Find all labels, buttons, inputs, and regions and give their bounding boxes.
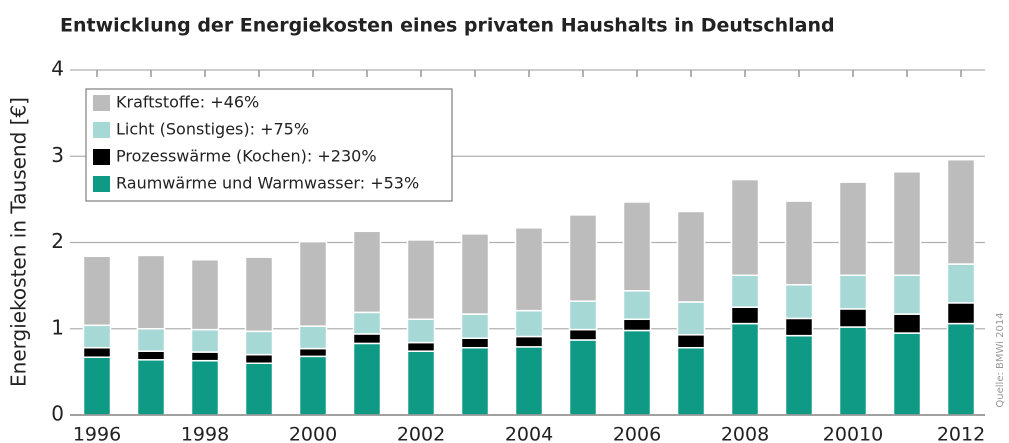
- bar-segment: [784, 317, 814, 337]
- bar-segment: [838, 308, 868, 328]
- legend-swatch: [93, 176, 110, 192]
- legend-label: Prozesswärme (Kochen): +230%: [116, 147, 377, 166]
- bar-segment: [352, 342, 382, 416]
- bar-segment: [136, 254, 166, 330]
- legend-label: Kraftstoffe: +46%: [116, 93, 259, 112]
- y-tick-label: 1: [51, 315, 64, 339]
- bar-segment: [946, 158, 976, 265]
- legend-box: [85, 88, 453, 202]
- bar-segment: [838, 181, 868, 277]
- bar-segment: [676, 334, 706, 349]
- bar-segment: [676, 301, 706, 336]
- bar-segment: [460, 313, 490, 339]
- bar-segment: [622, 329, 652, 416]
- bar-segment: [676, 346, 706, 416]
- bar-segment: [406, 341, 436, 352]
- bar-segment: [136, 328, 166, 352]
- x-tick-label: 2000: [289, 424, 337, 443]
- bar-segment: [568, 300, 598, 331]
- bar-segment: [352, 230, 382, 314]
- bar-segment: [352, 333, 382, 345]
- x-tick-label: 2012: [937, 424, 985, 443]
- bar-segment: [568, 339, 598, 416]
- legend-label: Licht (Sonstiges): +75%: [116, 120, 309, 139]
- bar-segment: [568, 214, 598, 302]
- bar-segment: [298, 355, 328, 416]
- bar-segment: [730, 274, 760, 308]
- bar-segment: [298, 347, 328, 358]
- bar-segment: [406, 350, 436, 416]
- bar-segment: [406, 239, 436, 321]
- chart-title: Entwicklung der Energiekosten eines priv…: [60, 15, 835, 37]
- bar-segment: [190, 351, 220, 362]
- bar-segment: [136, 359, 166, 416]
- y-tick-label: 0: [51, 402, 64, 426]
- x-tick-label: 1998: [181, 424, 229, 443]
- bar-segment: [352, 311, 382, 335]
- bar-segment: [514, 335, 544, 348]
- legend-swatch: [93, 95, 110, 111]
- bar-segment: [460, 346, 490, 416]
- bar-segment: [946, 322, 976, 416]
- bar-segment: [892, 274, 922, 315]
- bar-segment: [406, 318, 436, 344]
- x-tick-label: 2008: [721, 424, 769, 443]
- y-axis-label: Energiekosten in Tausend [€]: [7, 97, 31, 387]
- bar-segment: [460, 337, 490, 349]
- legend-swatch: [93, 149, 110, 165]
- bar-segment: [784, 334, 814, 416]
- x-tick-label: 20010: [823, 424, 883, 443]
- source: Quelle: BMWi 2014: [995, 312, 1006, 407]
- bar-segment: [946, 263, 976, 304]
- x-tick-label: 2004: [505, 424, 553, 443]
- bar-segment: [244, 256, 274, 333]
- bar-segment: [946, 302, 976, 325]
- bar-segment: [298, 240, 328, 327]
- bar-segment: [298, 325, 328, 350]
- bar-segment: [190, 259, 220, 331]
- bar-segment: [730, 178, 760, 277]
- legend-swatch: [93, 122, 110, 138]
- bar-segment: [190, 359, 220, 416]
- bar-segment: [190, 328, 220, 353]
- bar-segment: [136, 350, 166, 361]
- bar-segment: [784, 284, 814, 320]
- bar-segment: [244, 353, 274, 364]
- y-tick-label: 3: [51, 143, 64, 167]
- bar-segment: [892, 313, 922, 334]
- bar-segment: [568, 328, 598, 341]
- legend-label: Raumwärme und Warmwasser: +53%: [116, 174, 419, 193]
- bar-segment: [514, 227, 544, 312]
- y-tick-label: 2: [51, 229, 64, 253]
- bar-segment: [244, 330, 274, 356]
- bar-segment: [622, 290, 652, 321]
- bar-segment: [82, 346, 112, 358]
- bar-segment: [82, 356, 112, 416]
- bar-segment: [892, 332, 922, 416]
- bar-segment: [82, 255, 112, 327]
- bar-segment: [784, 200, 814, 286]
- bar-segment: [838, 274, 868, 310]
- x-tick-label: 2006: [613, 424, 661, 443]
- bar-segment: [244, 362, 274, 416]
- bar-segment: [730, 306, 760, 325]
- bar-segment: [514, 309, 544, 338]
- bar-segment: [460, 233, 490, 315]
- x-tick-label: 2002: [397, 424, 445, 443]
- bar-segment: [730, 322, 760, 416]
- bar-segment: [622, 318, 652, 332]
- bar-segment: [892, 171, 922, 277]
- bar-segment: [676, 210, 706, 303]
- bar-segment: [82, 324, 112, 349]
- y-tick-label: 4: [51, 57, 64, 81]
- bar-segment: [622, 201, 652, 292]
- bar-segment: [514, 346, 544, 416]
- x-tick-label: 1996: [73, 424, 121, 443]
- bar-segment: [838, 326, 868, 416]
